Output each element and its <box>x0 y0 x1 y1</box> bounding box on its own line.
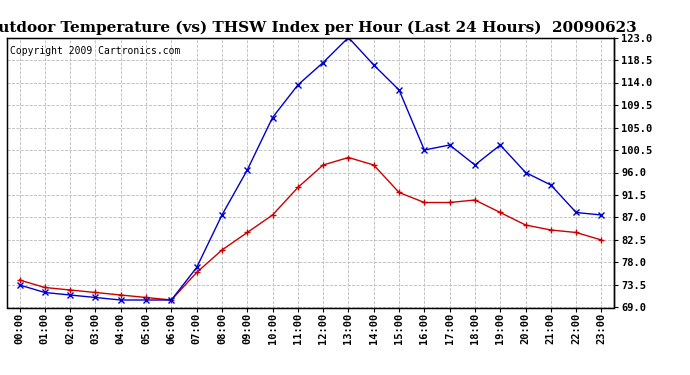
Title: Outdoor Temperature (vs) THSW Index per Hour (Last 24 Hours)  20090623: Outdoor Temperature (vs) THSW Index per … <box>0 21 636 35</box>
Text: Copyright 2009 Cartronics.com: Copyright 2009 Cartronics.com <box>10 46 180 56</box>
